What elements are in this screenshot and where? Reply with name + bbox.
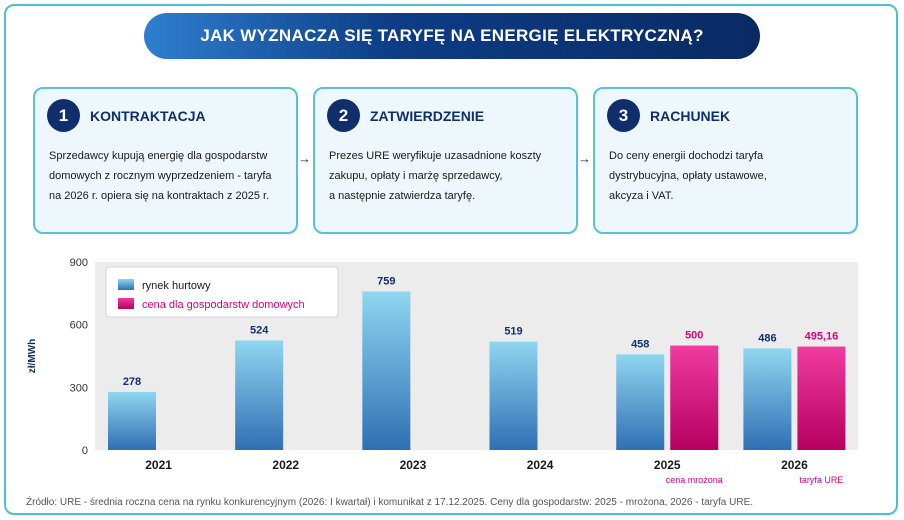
data-label-wholesale-2025: 458 — [631, 338, 649, 350]
data-label-wholesale-2024: 519 — [504, 326, 522, 338]
step-number-3: 3 — [607, 99, 640, 132]
x-tick-label-2022: 2022 — [272, 458, 299, 472]
annotation-2025: cena mrożona — [666, 475, 723, 485]
arrow-right-icon: → — [578, 151, 591, 166]
step-body-line: Do ceny energii dochodzi taryfa — [609, 150, 764, 162]
bar-wholesale-2021 — [108, 391, 156, 450]
legend-box — [105, 266, 339, 318]
chart-legend: rynek hurtowy cena dla gospodarstw domow… — [105, 266, 339, 318]
step-body-line: zakupu, opłaty i marżę sprzedawcy, — [329, 170, 503, 182]
arrow-right-icon: → — [298, 151, 311, 166]
step-card-zatwierdzenie: 2 ZATWIERDZENIE Prezes URE weryfikuje uz… — [313, 87, 578, 234]
x-tick-label-2024: 2024 — [527, 458, 554, 472]
step-body-line: dystrybucyjna, opłaty ustawowe, — [609, 170, 767, 182]
step-body-line: domowych z rocznym wyprzedzeniem - taryf… — [49, 170, 272, 182]
step-card-kontraktacja: 1 KONTRAKTACJA Sprzedawcy kupują energię… — [33, 87, 298, 234]
step-body-2: Prezes URE weryfikuje uzasadnione koszty… — [329, 146, 566, 206]
bar-wholesale-2026 — [743, 348, 792, 450]
step-title-2: ZATWIERDZENIE — [370, 108, 485, 124]
step-body-3: Do ceny energii dochodzi taryfa dystrybu… — [609, 146, 846, 206]
y-tick-label: 0 — [82, 445, 88, 457]
bar-household-2025 — [670, 345, 719, 450]
step-body-line: akcyza i VAT. — [609, 190, 674, 202]
bar-wholesale-2023 — [362, 291, 411, 450]
bar-household-2026 — [797, 346, 846, 450]
source-note: Źródło: URE - średnia roczna cena na ryn… — [26, 497, 754, 508]
data-label-wholesale-2022: 524 — [250, 325, 269, 337]
step-body-line: a następnie zatwierdza taryfę. — [329, 190, 476, 202]
x-tick-label-2021: 2021 — [145, 458, 172, 472]
data-label-wholesale-2026: 486 — [758, 332, 776, 344]
y-tick-label: 300 — [70, 382, 88, 394]
y-axis-label: zł/MWh — [27, 339, 38, 373]
data-label-household-2025: 500 — [685, 330, 703, 342]
legend-swatch-wholesale — [118, 279, 134, 290]
step-number-1: 1 — [47, 99, 80, 132]
annotation-2026: taryfa URE — [799, 475, 843, 485]
data-label-wholesale-2023: 759 — [377, 275, 395, 287]
data-label-household-2026: 495,16 — [805, 331, 839, 343]
x-tick-label-2026: 2026 — [781, 458, 808, 472]
step-title-1: KONTRAKTACJA — [90, 108, 206, 124]
bar-wholesale-2022 — [235, 340, 284, 450]
bar-wholesale-2025 — [616, 354, 665, 450]
step-body-1: Sprzedawcy kupują energię dla gospodarst… — [49, 146, 286, 206]
step-body-line: Prezes URE weryfikuje uzasadnione koszty — [329, 150, 542, 162]
legend-swatch-household — [118, 298, 134, 309]
step-title-3: RACHUNEK — [650, 108, 731, 124]
legend-label-household: cena dla gospodarstw domowych — [142, 299, 305, 311]
x-tick-label-2025: 2025 — [654, 458, 681, 472]
y-tick-label: 900 — [70, 257, 88, 269]
y-tick-label: 600 — [70, 320, 88, 332]
step-body-line: Sprzedawcy kupują energię dla gospodarst… — [49, 150, 268, 162]
step-body-line: na 2026 r. opiera się na kontraktach z 2… — [49, 190, 270, 202]
page-title: JAK WYZNACZA SIĘ TARYFĘ NA ENERGIĘ ELEKT… — [144, 13, 760, 59]
data-label-wholesale-2021: 278 — [123, 376, 141, 388]
x-tick-label-2023: 2023 — [400, 458, 427, 472]
legend-label-wholesale: rynek hurtowy — [142, 280, 211, 292]
step-number-2: 2 — [327, 99, 360, 132]
step-card-rachunek: 3 RACHUNEK Do ceny energii dochodzi tary… — [593, 87, 858, 234]
bar-wholesale-2024 — [489, 341, 538, 450]
